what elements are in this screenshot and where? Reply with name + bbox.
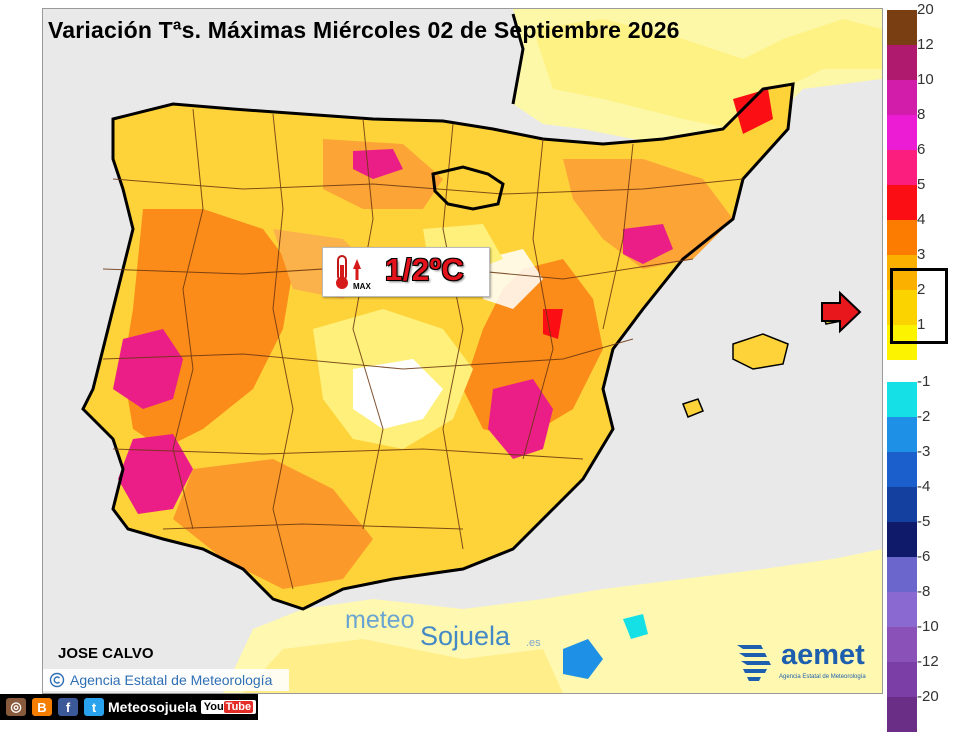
copyright-icon: [49, 672, 65, 688]
legend-label: -8: [917, 583, 931, 600]
legend-swatch-positive: 20: [887, 1, 934, 45]
legend-label: 12: [917, 36, 934, 53]
legend-swatch-negative: -4: [887, 478, 930, 522]
legend-swatch-negative: -3: [887, 443, 930, 487]
legend-swatch-negative: -6: [887, 548, 930, 592]
legend-swatch-positive: 5: [887, 176, 925, 220]
social-bar: ◎ B f t Meteosojuela You Tube: [0, 694, 258, 720]
legend-swatch-positive: 10: [887, 71, 934, 115]
legend-swatch-negative: -10: [887, 618, 939, 662]
legend-label: 5: [917, 176, 926, 193]
facebook-icon[interactable]: f: [58, 698, 78, 716]
legend-label: 4: [917, 211, 926, 228]
la-rioja-outline: [431, 165, 505, 211]
legend-swatch-negative: -12: [887, 653, 939, 697]
legend-swatch-positive: 8: [887, 106, 925, 150]
balearic-islands: [732, 333, 789, 370]
temperature-change-value: 1/2ºC: [385, 252, 465, 287]
thermometer-max-up-icon: MAX: [336, 255, 371, 291]
legend-label: -3: [917, 443, 931, 460]
legend-swatch-positive: 6: [887, 141, 925, 185]
legend-label: 10: [917, 71, 934, 88]
twitter-icon[interactable]: t: [84, 698, 104, 716]
legend-highlight-box: [890, 268, 948, 344]
agency-credit: Agencia Estatal de Meteorología: [43, 669, 289, 691]
legend-label: 2: [917, 281, 926, 298]
color-legend: 20 12 10 8 6 5 4 3 2 1 -1 -2 -3 -4 -5 -6 -8 -10 -12 -20: [887, 1, 939, 732]
coastline: [81, 82, 795, 611]
watermark-sojuela: Sojuela: [420, 621, 511, 651]
legend-label: -1: [917, 373, 931, 390]
legend-label: -10: [917, 618, 939, 635]
legend-swatch-positive: 4: [887, 211, 925, 255]
author-credit: JOSE CALVO: [58, 645, 154, 662]
legend-swatch-negative: -20: [887, 688, 939, 732]
instagram-icon[interactable]: ◎: [6, 698, 26, 716]
watermark-domain: .es: [526, 637, 541, 649]
aemet-emblem-icon: [737, 645, 771, 681]
arrow-right-icon: [821, 290, 862, 334]
aemet-wordmark: aemet: [781, 639, 865, 671]
youtube-icon[interactable]: You Tube: [200, 700, 257, 714]
legend-label: 3: [917, 246, 926, 263]
cold-patch: [563, 639, 603, 679]
watermark-meteo: meteo: [345, 606, 415, 634]
legend-label: -5: [917, 513, 931, 530]
legend-swatch-negative: -2: [887, 408, 930, 452]
legend-label: 6: [917, 141, 926, 158]
legend-gap: [887, 360, 917, 382]
aemet-logo: aemet Agencia Estatal de Meteorología: [733, 637, 875, 689]
aemet-subtitle: Agencia Estatal de Meteorología: [779, 674, 866, 680]
legend-swatch-negative: -5: [887, 513, 930, 557]
social-handle[interactable]: Meteosojuela: [108, 699, 197, 715]
value-badge: MAX 1/2ºC: [322, 247, 490, 297]
legend-label: 20: [917, 1, 934, 18]
legend-swatch-negative: -1: [887, 373, 930, 417]
legend-label: -12: [917, 653, 939, 670]
map-title: Variación Tªs. Máximas Miércoles 02 de S…: [48, 17, 680, 43]
svg-text:MAX: MAX: [353, 282, 371, 291]
blogger-icon[interactable]: B: [32, 698, 52, 716]
legend-label: -4: [917, 478, 931, 495]
legend-label: 1: [917, 316, 926, 333]
agency-name: Agencia Estatal de Meteorología: [70, 672, 273, 688]
legend-label: 8: [917, 106, 926, 123]
hot-spot: [113, 329, 183, 409]
legend-swatch-positive: 12: [887, 36, 934, 80]
legend-label: -20: [917, 688, 939, 705]
legend-label: -2: [917, 408, 931, 425]
temperature-map: [43, 9, 882, 693]
legend-label: -6: [917, 548, 931, 565]
legend-swatch-negative: -8: [887, 583, 930, 627]
map-frame: Variación Tªs. Máximas Miércoles 02 de S…: [42, 8, 883, 694]
